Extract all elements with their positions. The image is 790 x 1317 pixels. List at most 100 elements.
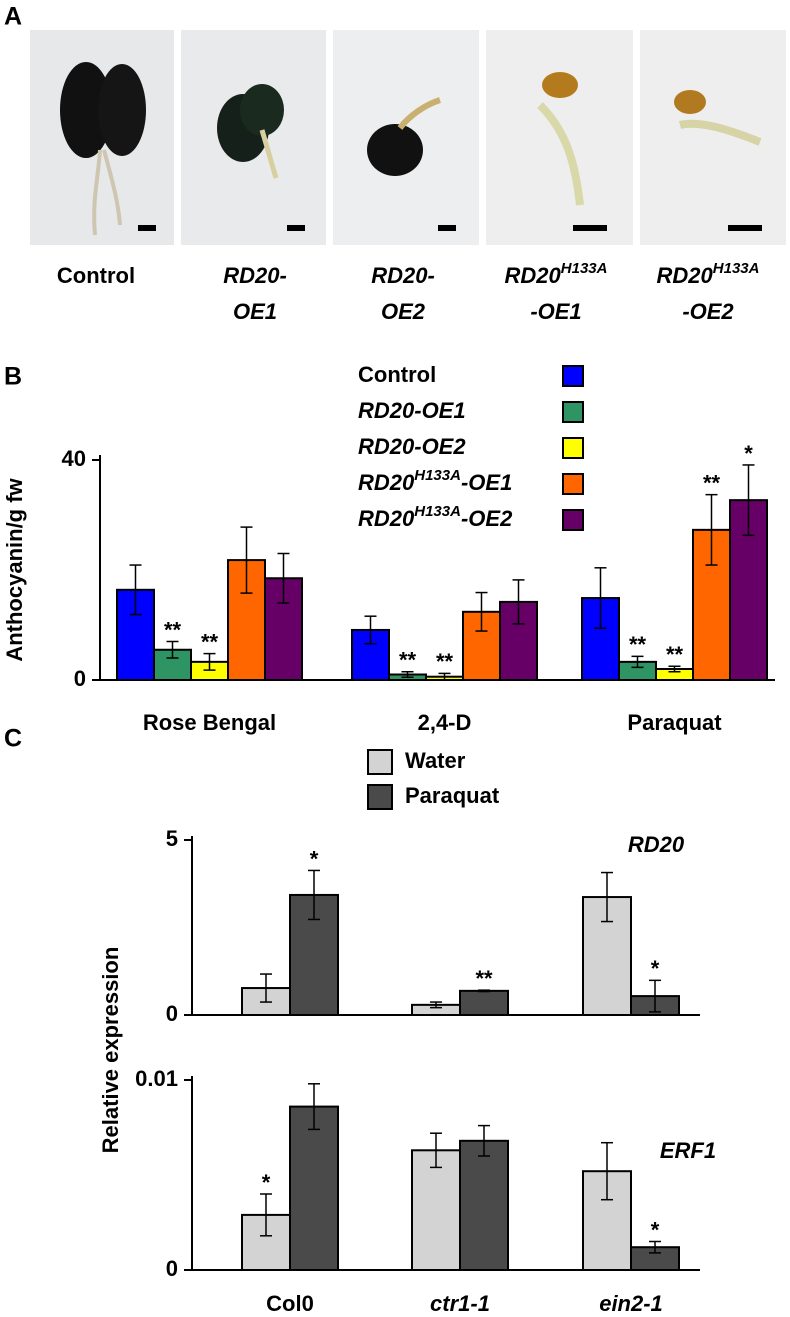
gene-label: RD20 <box>628 832 685 857</box>
text-segment: -OE1 <box>461 470 512 495</box>
error-bar <box>601 1141 613 1201</box>
x-tick-label: ctr1-1 <box>430 1291 490 1316</box>
scale-bar <box>728 225 762 231</box>
scale-bar <box>287 225 305 231</box>
photos <box>30 30 786 245</box>
text-segment: H133A <box>713 260 760 277</box>
x-tick-label: 2,4-D <box>418 710 472 735</box>
error-bar <box>475 591 488 632</box>
seed <box>542 72 578 98</box>
text-segment: RD20 <box>358 470 415 495</box>
legend-swatch <box>562 473 584 495</box>
gene-label: ERF1 <box>660 1138 716 1163</box>
text-segment: RD20 <box>358 506 415 531</box>
text-segment: H133A <box>561 260 608 277</box>
photo-caption: -OE2 <box>682 299 734 324</box>
seed <box>98 64 146 156</box>
root <box>679 119 762 146</box>
y-tick-label: 5 <box>166 826 178 851</box>
seed <box>367 124 423 176</box>
panel-label: C <box>4 725 22 753</box>
legend-label: Water <box>405 748 466 773</box>
error-bar <box>649 979 661 1013</box>
bar <box>459 989 509 1016</box>
bar <box>411 1149 461 1272</box>
error-bar <box>308 1083 320 1131</box>
legend-swatch <box>562 365 584 387</box>
y-tick-label: 0 <box>166 1001 178 1026</box>
root <box>397 97 442 130</box>
panel-label: A <box>4 3 22 31</box>
scale-bar <box>438 225 456 231</box>
scale-bar <box>138 225 156 231</box>
text-segment: RD20- <box>371 263 435 288</box>
photo-caption: Control <box>57 263 135 288</box>
text-segment: Paraquat <box>405 783 500 808</box>
error-bar <box>260 973 272 1003</box>
text-segment: H133A <box>414 467 461 484</box>
significance-label: ** <box>399 648 417 673</box>
photo-caption: OE2 <box>381 299 426 324</box>
error-bar <box>129 564 142 616</box>
significance-label: ** <box>201 629 219 654</box>
text-segment: Control <box>358 362 436 387</box>
error-bar <box>364 615 377 645</box>
text-segment: RD20 <box>505 263 562 288</box>
legend-swatch <box>367 784 393 810</box>
error-bar <box>430 1132 442 1169</box>
legend-label: RD20-OE2 <box>358 434 466 459</box>
text-segment: H133A <box>414 503 461 520</box>
text-segment: -OE1 <box>530 299 581 324</box>
significance-label: * <box>651 1217 660 1242</box>
legend-label: RD20H133A-OE2 <box>358 503 513 531</box>
significance-label: ** <box>629 632 647 657</box>
root <box>92 149 122 236</box>
legend-swatch <box>367 749 393 775</box>
error-bar <box>401 671 414 678</box>
text-segment: OE2 <box>381 299 426 324</box>
text-segment: RD20- <box>223 263 287 288</box>
error-bar <box>631 655 644 669</box>
legend-label: Paraquat <box>405 783 500 808</box>
error-bar <box>240 526 253 594</box>
legend-swatch <box>562 437 584 459</box>
y-tick-label: 40 <box>62 446 86 471</box>
error-bar <box>166 640 179 659</box>
photo-caption: RD20H133A <box>657 260 760 288</box>
root <box>537 102 584 206</box>
significance-label: ** <box>666 642 684 667</box>
photo-caption: RD20H133A <box>505 260 608 288</box>
x-tick-label: Paraquat <box>627 710 722 735</box>
error-bar <box>438 672 451 681</box>
y-tick-label: 0 <box>74 666 86 691</box>
text-segment: -OE2 <box>461 506 513 531</box>
bar <box>459 1139 509 1272</box>
significance-label: ** <box>703 470 721 495</box>
text-segment: RD20 <box>657 263 714 288</box>
legend-label: Control <box>358 362 436 387</box>
legend-swatch <box>562 509 584 531</box>
y-tick-label: 0.01 <box>135 1066 178 1091</box>
error-bar <box>308 869 320 921</box>
error-bar <box>594 567 607 630</box>
photo-caption: RD20- <box>223 263 287 288</box>
text-segment: RD20-OE1 <box>358 398 466 423</box>
error-bar <box>478 989 490 993</box>
text-segment: Water <box>405 748 466 773</box>
error-bar <box>649 1240 661 1254</box>
significance-label: ** <box>164 617 182 642</box>
error-bar <box>705 493 718 566</box>
y-tick-label: 0 <box>166 1256 178 1281</box>
photo-caption: OE1 <box>233 299 277 324</box>
significance-label: * <box>744 441 753 466</box>
root <box>259 129 279 179</box>
scale-bar <box>573 225 607 231</box>
significance-label: * <box>310 846 319 871</box>
x-tick-label: Col0 <box>266 1291 314 1316</box>
significance-label: * <box>651 956 660 981</box>
error-bar <box>478 1124 490 1157</box>
error-bar <box>601 871 613 923</box>
x-tick-label: ein2-1 <box>599 1291 663 1316</box>
error-bar <box>203 652 216 671</box>
